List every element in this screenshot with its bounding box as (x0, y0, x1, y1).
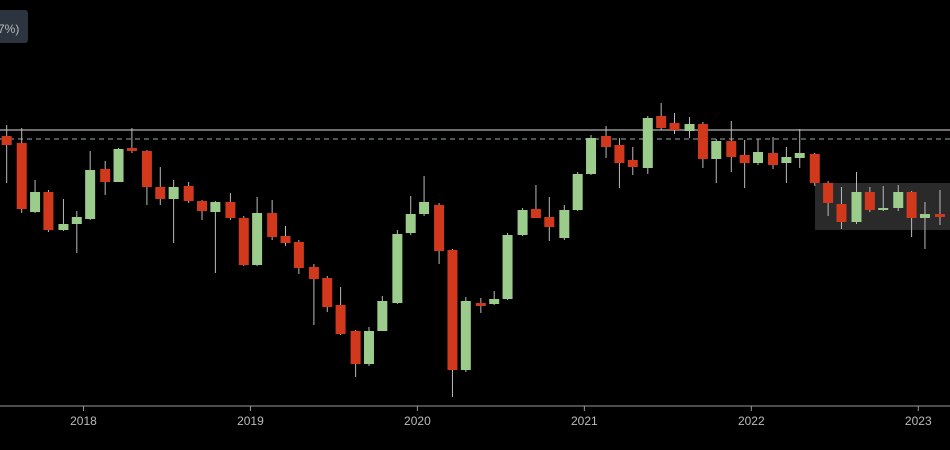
candle-body (225, 202, 236, 218)
candle-body (100, 169, 111, 182)
candle-body (489, 299, 500, 304)
candle-body (878, 208, 889, 210)
x-tick-label: 2020 (404, 414, 431, 428)
x-tick-label: 2023 (905, 414, 932, 428)
highlight-box (815, 183, 950, 230)
candle-body (752, 152, 763, 163)
candle-body (30, 192, 41, 212)
x-tick-label: 2022 (738, 414, 765, 428)
candle-body (322, 278, 333, 307)
candle-body (183, 186, 194, 201)
candle-body (726, 141, 737, 157)
candle-body (252, 213, 263, 265)
candle-body (572, 174, 583, 210)
candle-body (794, 153, 805, 158)
candle-body (155, 187, 166, 199)
candle-body (113, 149, 124, 182)
candle-body (809, 154, 820, 183)
candle-body (739, 155, 750, 163)
candle-body (823, 183, 834, 203)
candle-body (43, 192, 54, 230)
candle-body (502, 235, 513, 299)
candle-body (711, 141, 722, 159)
candle-body (168, 187, 179, 199)
candle-body (559, 210, 570, 238)
candle-body (475, 303, 486, 306)
candle-body (836, 204, 847, 222)
candle-body (893, 192, 904, 208)
x-tick-label: 2021 (571, 414, 598, 428)
candle-body (197, 201, 208, 211)
candle-body (934, 214, 945, 217)
candle-body (919, 214, 930, 218)
candle-body (16, 143, 27, 209)
candle-body (460, 301, 471, 370)
candle-body (656, 116, 667, 128)
candle-body (864, 192, 875, 210)
candle-body (614, 145, 625, 163)
candle-body (293, 242, 304, 268)
candle-body (517, 210, 528, 235)
candle-body (280, 236, 291, 243)
candle-body (363, 331, 374, 364)
candle-body (126, 148, 137, 151)
x-tick-label: 2018 (70, 414, 97, 428)
candle-body (210, 202, 221, 212)
candle-body (238, 218, 249, 265)
candle-body (335, 305, 346, 334)
candle-body (267, 213, 278, 237)
candle-body (377, 301, 388, 331)
candle-body (851, 192, 862, 222)
candle-body (308, 267, 319, 279)
x-tick-label: 2019 (237, 414, 264, 428)
candle-body (85, 170, 96, 219)
candle-body (1, 136, 12, 145)
candle-body (601, 136, 612, 147)
badge-box (0, 10, 28, 43)
candle-body (697, 124, 708, 159)
candle-body (642, 118, 653, 168)
candle-body (627, 160, 638, 167)
candle-body (544, 217, 555, 227)
candle-body (392, 234, 403, 303)
candle-body (434, 205, 445, 251)
candle-body (530, 209, 541, 218)
candle-body (768, 153, 779, 165)
candle-body (669, 123, 680, 130)
candle-body (71, 217, 82, 224)
candle-body (419, 202, 430, 214)
candle-body (586, 138, 597, 174)
candle-body (447, 250, 458, 370)
candle-body (350, 331, 361, 364)
candle-body (781, 157, 792, 163)
candle-body (684, 124, 695, 131)
candle-body (58, 224, 69, 230)
candle-body (405, 214, 416, 233)
candle-body (141, 151, 152, 187)
badge-text: 7%) (0, 22, 19, 36)
candle-body (906, 192, 917, 218)
